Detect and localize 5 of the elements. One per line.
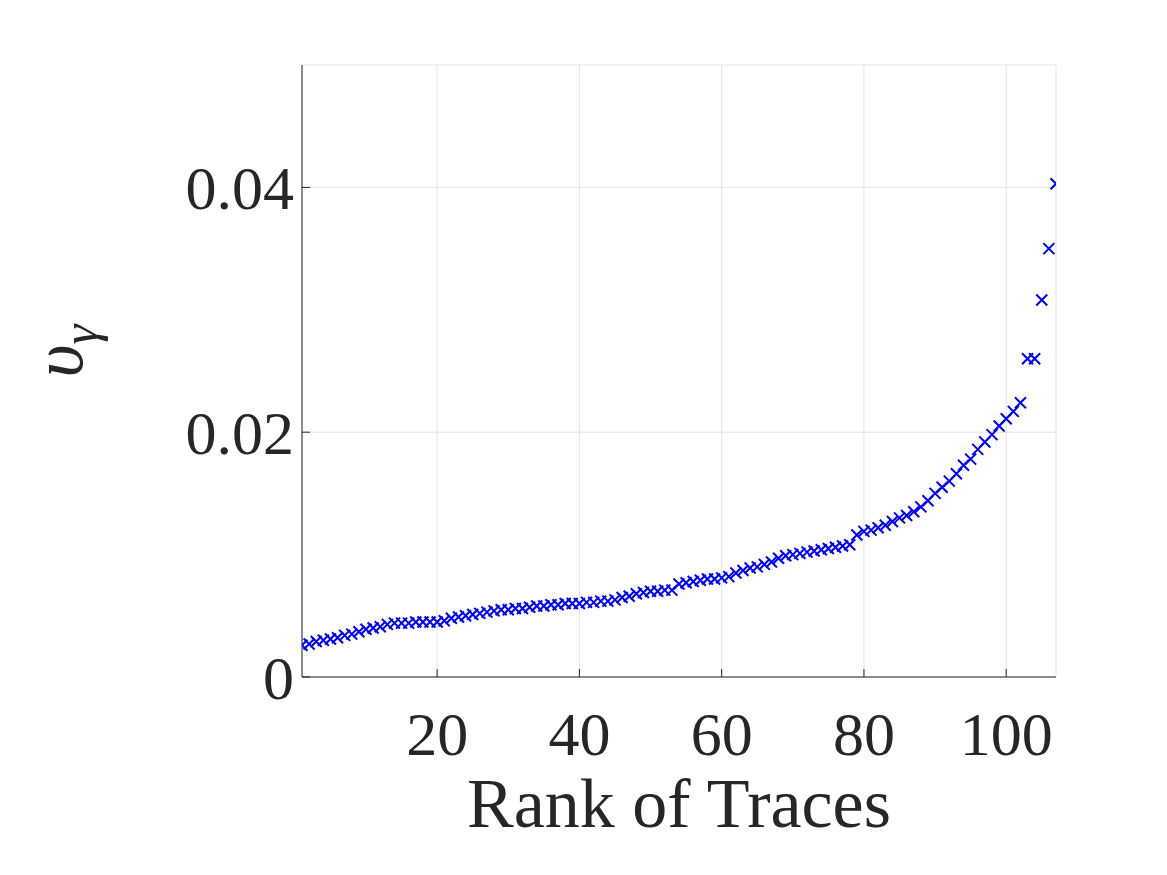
y-tick-label: 0.04 [185,154,294,223]
x-tick-label: 20 [406,700,469,769]
x-tick-label: 100 [959,700,1053,769]
y-tick-label: 0 [263,644,294,713]
y-tick-label: 0.02 [185,399,294,468]
